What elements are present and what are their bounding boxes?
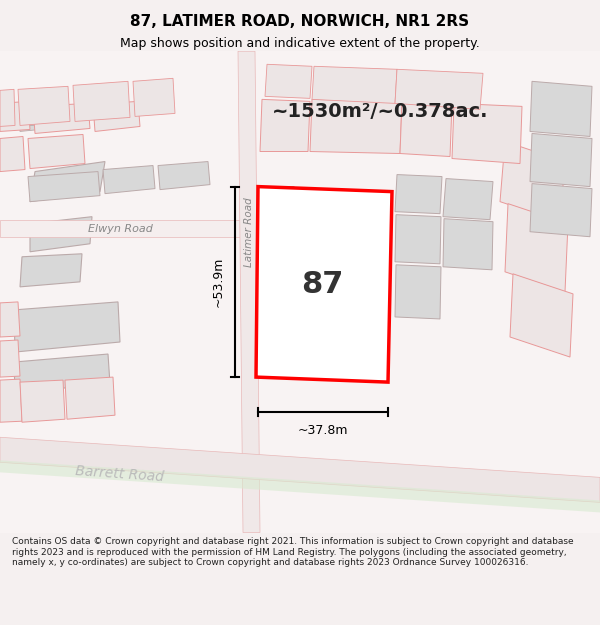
- Text: Latimer Road: Latimer Road: [244, 197, 254, 267]
- Text: 87, LATIMER ROAD, NORWICH, NR1 2RS: 87, LATIMER ROAD, NORWICH, NR1 2RS: [130, 14, 470, 29]
- Polygon shape: [18, 106, 60, 131]
- Polygon shape: [505, 204, 568, 292]
- Polygon shape: [443, 179, 493, 219]
- Text: Contains OS data © Crown copyright and database right 2021. This information is : Contains OS data © Crown copyright and d…: [12, 537, 574, 567]
- Polygon shape: [28, 171, 100, 202]
- Polygon shape: [22, 96, 64, 121]
- Polygon shape: [73, 81, 130, 121]
- Polygon shape: [0, 101, 30, 131]
- Polygon shape: [158, 161, 210, 189]
- Polygon shape: [510, 274, 573, 357]
- Polygon shape: [0, 136, 25, 171]
- Polygon shape: [65, 377, 115, 419]
- Polygon shape: [256, 187, 392, 382]
- Polygon shape: [260, 99, 310, 151]
- Polygon shape: [395, 69, 483, 109]
- Polygon shape: [20, 101, 62, 126]
- Text: Barrett Road: Barrett Road: [75, 464, 165, 484]
- Polygon shape: [395, 174, 442, 214]
- Polygon shape: [269, 187, 295, 232]
- Polygon shape: [20, 254, 82, 287]
- Polygon shape: [296, 232, 351, 322]
- Text: ~1530m²/~0.378ac.: ~1530m²/~0.378ac.: [272, 102, 488, 121]
- Polygon shape: [30, 217, 92, 252]
- Polygon shape: [452, 103, 522, 164]
- Polygon shape: [395, 214, 441, 264]
- Polygon shape: [400, 101, 452, 156]
- Polygon shape: [18, 86, 70, 126]
- Polygon shape: [28, 134, 85, 169]
- Text: ~37.8m: ~37.8m: [298, 424, 348, 438]
- Polygon shape: [270, 322, 295, 377]
- Polygon shape: [395, 265, 441, 319]
- Text: Map shows position and indicative extent of the property.: Map shows position and indicative extent…: [120, 37, 480, 50]
- Polygon shape: [93, 101, 140, 131]
- Polygon shape: [0, 302, 20, 337]
- Polygon shape: [312, 66, 397, 103]
- Text: ~53.9m: ~53.9m: [212, 257, 225, 307]
- Polygon shape: [530, 81, 592, 136]
- Polygon shape: [20, 380, 65, 423]
- Polygon shape: [0, 219, 240, 237]
- Polygon shape: [0, 460, 600, 512]
- Polygon shape: [14, 302, 120, 352]
- Polygon shape: [443, 219, 493, 270]
- Polygon shape: [30, 161, 105, 202]
- Polygon shape: [33, 103, 90, 134]
- Polygon shape: [103, 166, 155, 194]
- Polygon shape: [530, 184, 592, 237]
- Polygon shape: [0, 89, 15, 126]
- Polygon shape: [530, 134, 592, 187]
- Polygon shape: [14, 354, 110, 392]
- Text: Elwyn Road: Elwyn Road: [88, 224, 152, 234]
- Polygon shape: [500, 141, 565, 222]
- Polygon shape: [265, 64, 312, 98]
- Polygon shape: [0, 379, 22, 423]
- Polygon shape: [310, 99, 402, 154]
- Polygon shape: [0, 340, 20, 377]
- Polygon shape: [133, 78, 175, 116]
- Text: 87: 87: [301, 271, 343, 299]
- Polygon shape: [0, 438, 600, 503]
- Polygon shape: [238, 51, 260, 532]
